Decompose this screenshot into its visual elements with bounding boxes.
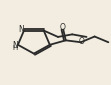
Text: O: O <box>78 37 84 46</box>
Text: N: N <box>18 25 24 34</box>
Text: N: N <box>12 41 18 50</box>
Text: H: H <box>12 45 18 51</box>
Text: O: O <box>60 23 66 32</box>
